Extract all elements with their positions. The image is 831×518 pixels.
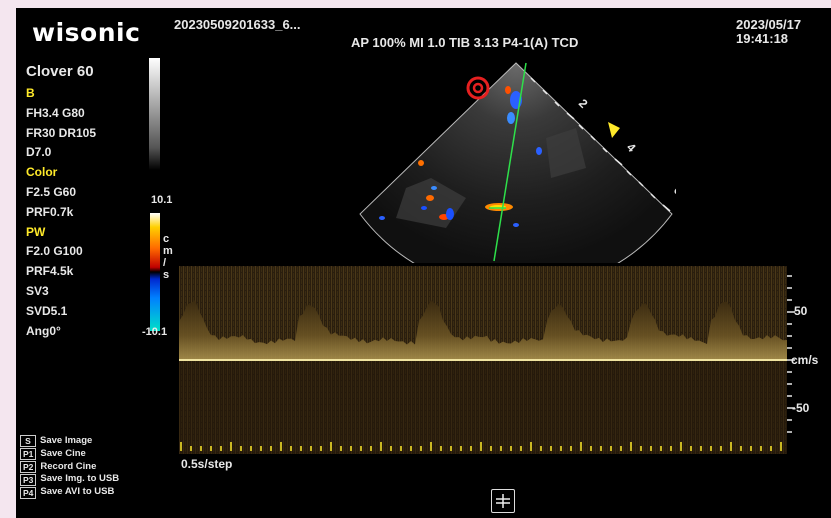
pw-mode-line: F2.0 G100 [26, 244, 83, 259]
color-velocity-bar [150, 213, 160, 331]
pw-mode-line: Ang0° [26, 323, 61, 338]
sector-image: 2 4 6 [359, 62, 676, 263]
menu-item-save-img-usb[interactable]: P3 Save Img. to USB [20, 473, 119, 486]
orientation-marker-icon [466, 76, 490, 100]
doppler-scale-neg: -50 [792, 401, 810, 415]
focus-marker-icon[interactable] [608, 122, 620, 138]
grayscale-bar [149, 58, 160, 170]
key-label: P1 [20, 448, 37, 461]
depth-mark: 4 [624, 140, 639, 155]
imaging-settings: B FH3.4 G80 FR30 DR105 D7.0 Color F2.5 G… [26, 84, 96, 341]
time: 19:41:18 [736, 31, 789, 46]
depth-mark: 2 [576, 96, 591, 111]
color-scale-max: 10.1 [151, 194, 173, 206]
color-mode-line: PRF0.7k [26, 204, 74, 219]
brand-logo: wisonic [32, 18, 141, 47]
color-scale-unit: c m / s [163, 233, 173, 281]
menu-item-save-image[interactable]: S Save Image [20, 435, 119, 448]
pw-mode-line: SV3 [26, 283, 49, 298]
doppler-scale-unit: cm/s [791, 353, 819, 367]
pw-cursor-line[interactable] [493, 62, 527, 262]
doppler-scale-pos: 50 [794, 304, 808, 318]
acoustic-params: AP 100% MI 1.0 TIB 3.13 P4-1(A) TCD [351, 35, 579, 50]
menu-item-save-cine[interactable]: P1 Save Cine [20, 448, 119, 461]
pw-mode-line: SVD5.1 [26, 303, 68, 318]
depth-mark: 6 [671, 183, 676, 198]
b-mode-line: FH3.4 G80 [26, 105, 85, 120]
time-scale [180, 442, 782, 451]
key-label: P3 [20, 473, 37, 486]
key-label: P4 [20, 486, 37, 499]
probe-name: Clover 60 [26, 63, 94, 80]
pw-mode-title: PW [26, 224, 46, 239]
shortcut-menu: S Save Image P1 Save Cine P2 Record Cine P3… [20, 435, 119, 499]
doppler-scale-ticks [787, 275, 795, 433]
b-mode-title: B [26, 86, 35, 100]
menu-item-save-avi-usb[interactable]: P4 Save AVI to USB [20, 486, 119, 499]
crosshair-icon [496, 494, 510, 508]
color-scale-min: -10.1 [142, 326, 168, 338]
b-mode-line: FR30 DR105 [26, 125, 97, 140]
doppler-baseline[interactable] [179, 359, 787, 361]
color-mode-line: F2.5 G60 [26, 184, 77, 199]
depth-scale [530, 77, 671, 212]
date-time: 2023/05/17 19:41:18 [736, 18, 801, 46]
ultrasound-screen: wisonic 20230509201633_6... AP 100% MI 1… [16, 8, 831, 518]
pw-mode-line: PRF4.5k [26, 264, 74, 279]
key-label: P2 [20, 460, 37, 473]
crosshair-button[interactable] [491, 489, 515, 513]
key-label: S [20, 435, 36, 448]
b-mode-line: D7.0 [26, 145, 52, 160]
date: 2023/05/17 [736, 17, 802, 32]
menu-item-record-cine[interactable]: P2 Record Cine [20, 461, 119, 474]
color-mode-title: Color [26, 165, 58, 180]
file-name: 20230509201633_6... [174, 17, 301, 32]
time-step: 0.5s/step [181, 457, 233, 471]
